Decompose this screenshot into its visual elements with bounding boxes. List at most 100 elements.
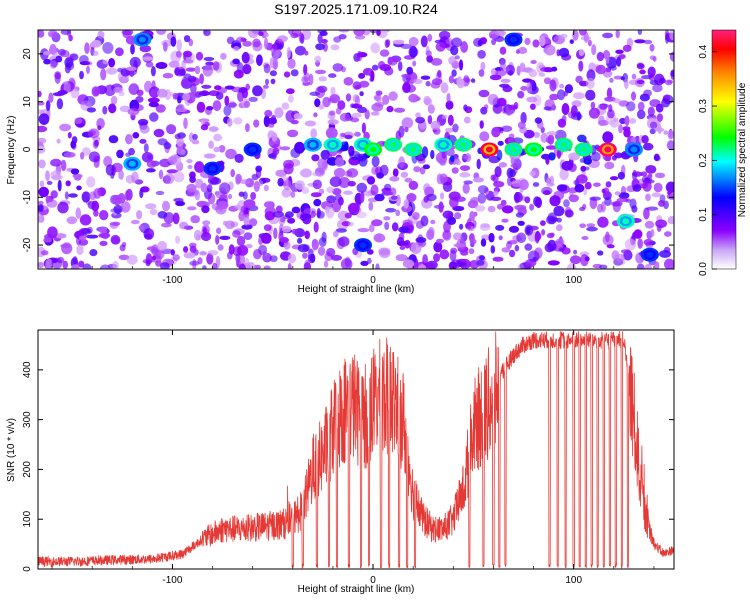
spectrogram-cell	[618, 124, 623, 134]
y-tick-label: 300	[22, 411, 33, 428]
spectrogram-cell	[549, 232, 555, 237]
spectrogram-cell	[387, 56, 393, 65]
spectrogram-cell	[580, 254, 589, 267]
spectrogram-cell	[40, 250, 49, 256]
spectrogram-cell	[203, 153, 216, 159]
spectrogram-cell	[115, 47, 124, 57]
spectrogram-cell	[170, 36, 177, 47]
spectrogram-cell	[417, 264, 427, 269]
spectrogram-cell	[374, 101, 385, 108]
spectrogram-cell	[146, 160, 157, 168]
spectrogram-cell	[505, 64, 515, 76]
spectrogram-cell	[277, 35, 288, 43]
spectrogram-y-ticks: -20 -10 0 10 20	[22, 48, 674, 252]
spectrogram-cell	[338, 196, 344, 206]
spectrogram-cell	[38, 212, 42, 224]
spectrogram-cell	[70, 168, 80, 175]
spectrogram-cell	[93, 210, 99, 217]
spectrogram-cell	[86, 107, 96, 113]
spectrogram-cell	[99, 264, 111, 269]
spectrogram-cell	[541, 229, 546, 236]
spectrogram-cell	[263, 184, 269, 192]
spectrogram-cell	[290, 69, 299, 77]
spectrogram-cell	[498, 235, 503, 241]
spectrogram-cell	[632, 184, 642, 192]
spectrogram-cell	[177, 103, 185, 111]
spectrogram-cell	[454, 55, 460, 60]
spectrogram-cell	[217, 200, 229, 210]
snr-background	[38, 330, 674, 569]
spectrogram-cell	[669, 30, 674, 41]
spectrogram-cell	[409, 45, 418, 58]
y-tick-label: 100	[22, 510, 33, 527]
spectrogram-cell	[454, 212, 462, 220]
spectrogram-cell	[172, 254, 180, 261]
spectrogram-cell	[466, 218, 472, 230]
spectrogram-cell	[568, 194, 579, 203]
spectrogram-cell	[445, 100, 454, 110]
spectrogram-cell	[176, 144, 184, 155]
spectrogram-cell	[375, 90, 383, 96]
spectrogram-cell	[43, 51, 52, 56]
spectrogram-cell	[187, 75, 197, 83]
spectrogram-cell	[588, 107, 600, 119]
spectrogram-cell	[148, 86, 160, 98]
spectrogram-cell	[391, 222, 399, 232]
spectrogram-cell	[69, 53, 79, 61]
spectrogram-cell	[618, 192, 630, 199]
spectrogram-cell	[332, 188, 342, 196]
spectrogram-cell	[290, 190, 296, 198]
spectrogram-cell	[91, 39, 102, 48]
spectrogram-cell	[573, 249, 578, 255]
spectrogram-cell	[263, 63, 271, 74]
spectrogram-cell	[97, 125, 102, 131]
spectrogram-cell	[520, 112, 527, 124]
spectrogram-cell	[605, 55, 610, 64]
spectrogram-peak	[389, 141, 397, 148]
y-tick-label: -10	[22, 190, 33, 205]
spectrogram-cell	[359, 91, 364, 97]
spectrogram-cell	[392, 168, 399, 177]
spectrogram-cell	[206, 184, 213, 193]
spectrogram-cell	[442, 230, 451, 240]
spectrogram-cell	[56, 98, 64, 110]
spectrogram-cell	[238, 210, 245, 222]
chart-title: S197.2025.171.09.10.R24	[274, 1, 438, 17]
spectrogram-cell	[177, 95, 182, 104]
spectrogram-cell	[102, 42, 114, 54]
spectrogram-cell	[665, 181, 674, 194]
spectrogram-cell	[128, 83, 140, 95]
spectrogram-cell	[255, 165, 263, 173]
spectrogram-cell	[527, 250, 540, 263]
spectrogram-cell	[155, 190, 165, 196]
spectrogram-cell	[351, 112, 362, 118]
spectrogram-cell	[495, 224, 505, 231]
spectrogram-cell	[477, 39, 483, 47]
spectrogram-cell	[195, 178, 204, 189]
spectrogram-cell	[310, 128, 318, 139]
spectrogram-cell	[510, 157, 515, 165]
spectrogram-cell	[283, 163, 294, 175]
spectrogram-cell	[340, 133, 346, 138]
spectrogram-cell	[330, 86, 336, 96]
spectrogram-cell	[88, 151, 100, 163]
spectrogram-cell	[188, 132, 194, 142]
spectrogram-cell	[237, 90, 244, 102]
spectrogram-cell	[279, 237, 289, 243]
spectrogram-cell	[173, 171, 185, 183]
spectrogram-cell	[317, 246, 326, 256]
spectrogram-cell	[98, 232, 111, 239]
spectrogram-cell	[664, 231, 672, 237]
spectrogram-peak	[369, 146, 377, 153]
spectrogram-cell	[59, 123, 71, 132]
spectrogram-peak	[510, 36, 517, 43]
spectrogram-cell	[561, 103, 570, 115]
spectrogram-cell	[65, 180, 71, 187]
spectrogram-cell	[131, 171, 139, 184]
spectrogram-cell	[479, 131, 490, 142]
spectrogram-cell	[556, 184, 568, 192]
spectrogram-cell	[202, 64, 214, 77]
spectrogram-cell	[517, 90, 525, 99]
spectrogram-cell	[183, 246, 189, 253]
spectrogram-cell	[651, 192, 662, 198]
